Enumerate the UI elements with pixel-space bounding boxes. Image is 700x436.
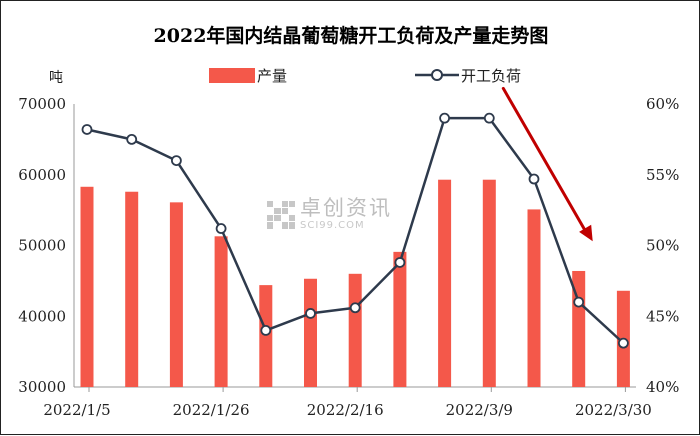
legend-label-output: 产量 <box>257 66 288 85</box>
line-point-load-rate <box>305 308 316 319</box>
bar-output <box>125 191 139 387</box>
bar-output <box>259 285 273 387</box>
bar-output <box>214 236 228 387</box>
line-point-load-rate <box>81 124 93 135</box>
line-point-load-rate <box>260 324 272 336</box>
legend-label-load-rate: 开工负荷 <box>461 66 522 85</box>
legend-item-load-rate: 开工负荷 <box>415 64 521 86</box>
y-right-tick-label: 40% <box>646 378 679 396</box>
line-point-load-rate <box>170 155 182 167</box>
bar-output <box>80 186 94 387</box>
line-point-load-rate <box>528 173 540 185</box>
line-point-load-rate <box>394 257 406 268</box>
x-tick-label: 2022/3/30 <box>575 401 652 419</box>
y-left-unit-label: 吨 <box>49 70 63 86</box>
x-tick-label: 2022/2/16 <box>307 401 384 419</box>
line-point-load-rate <box>349 302 361 314</box>
line-point-load-rate <box>126 133 138 145</box>
bar-output <box>304 278 317 387</box>
watermark-text-en: SCI99.COM <box>300 220 365 231</box>
x-tick-label: 2022/3/9 <box>446 401 513 419</box>
legend-item-output: 产量 <box>209 64 287 86</box>
line-point-load-rate <box>573 296 585 308</box>
y-left-tick-label: 40000 <box>18 307 66 325</box>
y-left-tick-label: 30000 <box>18 378 66 396</box>
bar-output <box>438 179 452 387</box>
y-right-tick-label: 50% <box>646 237 679 255</box>
x-tick-label: 2022/1/5 <box>43 401 110 419</box>
bar-output <box>169 202 183 387</box>
watermark-text-cn: 卓创资讯 <box>300 196 392 220</box>
line-point-load-rate <box>439 112 451 124</box>
trend-arrow-shaft <box>501 86 589 235</box>
x-tick-label: 2022/1/26 <box>173 401 250 419</box>
trend-arrow-head <box>579 224 593 242</box>
y-left-tick-label: 70000 <box>18 95 66 113</box>
y-right-tick-label: 45% <box>646 307 679 325</box>
bar-output <box>527 209 541 387</box>
line-point-load-rate <box>618 337 629 349</box>
legend-line-swatch <box>415 69 459 81</box>
y-left-tick-label: 60000 <box>18 166 66 184</box>
bar-output <box>393 251 407 387</box>
watermark: 卓创资讯 SCI99.COM <box>267 198 392 231</box>
chart-title: 2022年国内结晶葡萄糖开工负荷及产量走势图 <box>153 25 549 47</box>
line-point-load-rate <box>483 112 495 124</box>
y-right-tick-label: 60% <box>646 95 679 113</box>
watermark-logo-icon <box>267 200 295 229</box>
legend-bar-swatch <box>209 67 255 83</box>
y-left-tick-label: 50000 <box>18 237 66 255</box>
bar-output <box>482 179 496 387</box>
bar-output <box>348 273 362 387</box>
y-right-tick-label: 55% <box>646 166 679 184</box>
line-point-load-rate <box>215 223 227 234</box>
